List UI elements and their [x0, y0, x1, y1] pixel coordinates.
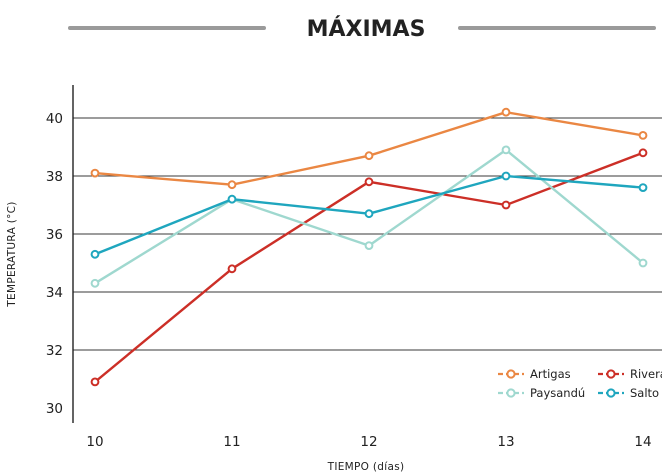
chart-title: MÁXIMAS: [307, 16, 426, 42]
y-tick-label: 34: [46, 285, 63, 301]
data-point: [90, 278, 100, 288]
y-tick-label: 36: [46, 227, 63, 243]
data-point: [638, 183, 648, 193]
data-point: [364, 177, 374, 187]
x-tick-labels: 10 11 12 13 14: [86, 434, 651, 450]
legend-swatch-marker: [606, 388, 616, 398]
y-tick-label: 40: [46, 111, 63, 127]
series-group: [90, 171, 648, 259]
legend-swatch-marker: [506, 369, 516, 379]
data-point: [364, 209, 374, 219]
legend-label: Rivera: [630, 367, 662, 381]
grid-lines: [73, 117, 662, 351]
x-tick-label: 14: [634, 434, 651, 450]
data-point: [90, 249, 100, 259]
y-axis-title: TEMPERATURA (°C): [6, 201, 18, 307]
data-point: [90, 168, 100, 178]
data-point: [364, 151, 374, 161]
legend-swatch-marker: [606, 369, 616, 379]
data-point: [90, 377, 100, 387]
legend-item: Artigas: [498, 367, 571, 381]
series-lines: [90, 107, 648, 387]
x-tick-label: 10: [86, 434, 103, 450]
data-point: [638, 131, 648, 140]
data-point: [501, 200, 511, 210]
data-point: [227, 180, 237, 190]
legend-label: Salto: [630, 386, 659, 400]
y-tick-label: 32: [46, 343, 63, 359]
legend-label: Paysandú: [530, 386, 585, 400]
y-tick-labels: 30 32 34 36 38 40: [46, 111, 63, 417]
data-point: [364, 241, 374, 251]
data-point: [227, 264, 237, 274]
y-tick-label: 38: [46, 169, 63, 185]
data-point: [501, 107, 511, 117]
series-line: [94, 110, 644, 186]
data-point: [501, 145, 511, 155]
data-point: [227, 194, 237, 204]
legend-item: Salto: [598, 386, 659, 400]
x-axis-title: TIEMPO (días): [327, 461, 405, 473]
legend-label: Artigas: [530, 367, 571, 381]
series-group: [90, 107, 648, 190]
series-line: [94, 151, 644, 383]
legend-item: Rivera: [598, 367, 662, 381]
x-tick-label: 11: [223, 434, 240, 450]
data-point: [638, 258, 648, 268]
data-point: [501, 171, 511, 181]
x-tick-label: 13: [497, 434, 514, 450]
y-tick-label: 30: [46, 401, 63, 417]
title-group: MÁXIMAS: [68, 16, 656, 42]
data-point: [638, 148, 648, 158]
x-tick-label: 12: [360, 434, 377, 450]
legend-swatch-marker: [506, 388, 516, 398]
legend: Artigas Rivera Paysandú Salto: [498, 367, 662, 400]
legend-item: Paysandú: [498, 386, 585, 400]
